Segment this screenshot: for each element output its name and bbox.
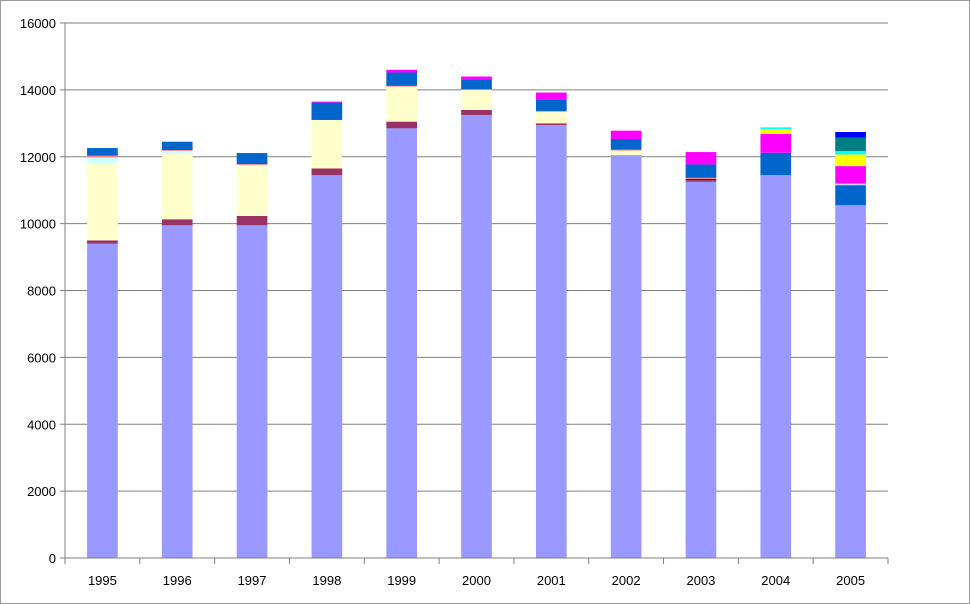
bar-segment [535,123,567,125]
bar-segment [835,151,866,155]
bar-segment [311,102,343,120]
y-tick-label: 2000 [27,484,56,499]
bar-segment [236,165,268,216]
bar-segment [835,185,866,206]
bar-segment [311,168,343,176]
bar-segment [87,155,118,158]
bar-segment [685,164,717,178]
x-tick-label: 2000 [462,573,491,588]
bar-segment [386,121,418,129]
bar-segment [610,150,642,156]
bar-segment [311,175,343,558]
bar-segment [311,119,343,169]
bar-segment [161,225,193,558]
y-tick-label: 12000 [20,150,56,165]
y-tick-label: 0 [49,551,56,566]
x-tick-label: 1997 [238,573,267,588]
bar-segment [386,86,418,122]
y-tick-label: 16000 [20,16,56,31]
bar-segment [87,240,118,244]
bar-segment [610,139,642,150]
y-tick-label: 8000 [27,284,56,299]
bar-segment [835,132,866,138]
bar-segment [311,101,343,103]
x-tick-label: 2002 [612,573,641,588]
bar-segment [236,153,268,165]
bar-segment [760,128,792,135]
bar-segment [685,180,717,182]
bar-segment [236,164,268,166]
bar-segment [760,152,792,176]
bar-segment [610,130,642,140]
axes [64,23,889,564]
x-tick-labels: 1995 1996 1997 1998 1999 2000 2001 2002 2003 2004… [88,573,865,588]
bar-segment [161,154,193,220]
y-tick-label: 14000 [20,83,56,98]
bar-segment [236,215,268,226]
bar-segment [835,137,866,152]
bar-segment [535,111,567,124]
y-tick-label: 6000 [27,350,56,365]
y-tick-labels: 0 2000 4000 6000 8000 10000 12000 14000 16000 [20,16,56,566]
bar-segment [386,69,418,73]
bar-segment [535,110,567,112]
x-tick-label: 1999 [387,573,416,588]
bar-segment [161,150,193,155]
bar-segment [87,243,118,558]
bar-segment [161,150,193,151]
bar-segment [461,79,492,90]
y-tick-label: 4000 [27,417,56,432]
y-tick-label: 10000 [20,217,56,232]
bar-segment [461,89,492,91]
bar-segment [87,148,118,156]
bar-segment [87,157,118,164]
bar-segment [386,72,418,86]
bar-segment [535,124,567,558]
bar-segment [610,149,642,151]
x-tick-label: 2003 [686,573,715,588]
bar-segment [685,152,717,165]
bar-segment [161,141,193,151]
bars [87,69,866,558]
bar-segment [535,92,567,100]
bar-segment [835,166,866,184]
x-tick-label: 2004 [761,573,790,588]
bar-segment [461,76,492,80]
bar-segment [760,134,792,153]
bar-segment [835,205,866,558]
bar-segment [685,177,717,179]
bar-segment [461,114,492,558]
x-tick-label: 2001 [537,573,566,588]
x-tick-label: 1995 [88,573,117,588]
bar-segment [386,128,418,558]
bar-segment [835,154,866,167]
bar-segment [685,178,717,181]
bar-segment [685,181,717,558]
bar-segment [236,164,268,165]
bar-segment [461,109,492,115]
bar-segment [610,155,642,558]
bar-segment [461,89,492,110]
bar-segment [535,99,567,111]
bar-segment [760,127,792,129]
bar-segment [161,219,193,226]
bar-segment [835,183,866,186]
bar-segment [386,85,418,87]
x-tick-label: 1996 [163,573,192,588]
bar-segment [760,175,792,558]
x-tick-label: 2005 [836,573,865,588]
bar-segment [87,163,118,241]
x-tick-label: 1998 [312,573,341,588]
bar-segment [236,225,268,558]
